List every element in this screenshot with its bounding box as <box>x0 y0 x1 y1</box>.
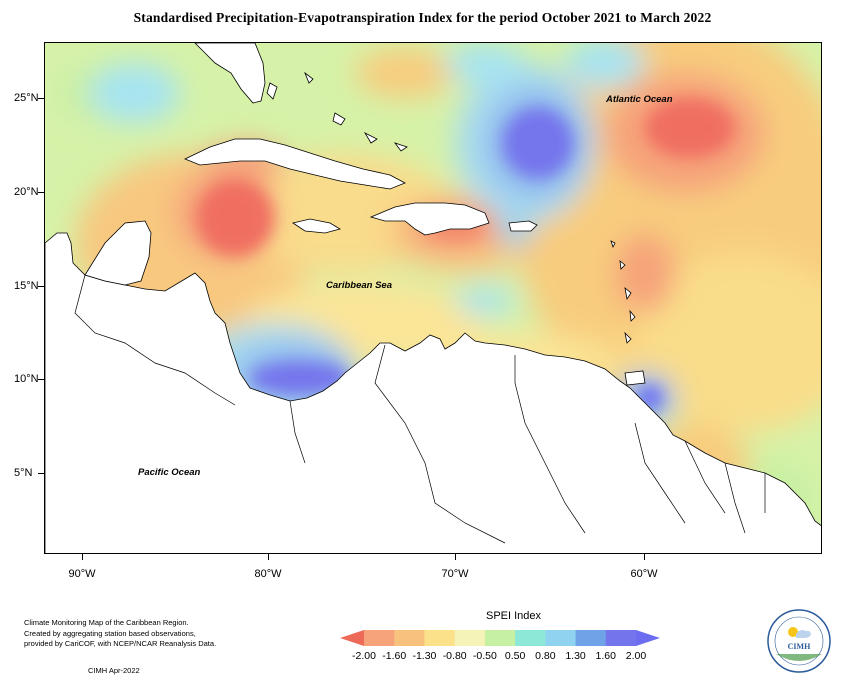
country-borders <box>74 274 766 544</box>
legend-value-label: -0.50 <box>472 650 497 662</box>
map-title: Standardised Precipitation-Evapotranspir… <box>133 10 712 25</box>
spei-field <box>45 43 821 553</box>
legend-value-label: 1.30 <box>565 650 586 662</box>
credit-line-3: provided by CariCOF, with NCEP/NCAR Rean… <box>24 639 217 648</box>
land-outlines <box>45 43 821 553</box>
pacific-ocean-label: Pacific Ocean <box>138 467 201 478</box>
longitude-label-60w: 60°W <box>630 568 658 580</box>
legend-labels: -2.00 -1.60 -1.30 -0.80 -0.50 0.50 0.80 1.30 1.6… <box>340 650 660 664</box>
legend-cell <box>454 630 486 646</box>
legend-value-label: -2.00 <box>352 650 376 662</box>
cimh-logo: CIMH <box>767 609 831 673</box>
legend-title: SPEI Index <box>486 610 542 622</box>
latitude-tick <box>38 192 44 193</box>
legend-value-label: 1.60 <box>595 650 616 662</box>
legend-cell <box>484 630 516 646</box>
longitude-label-90w: 90°W <box>68 568 96 580</box>
spei-map <box>44 42 822 554</box>
logo-text: CIMH <box>788 642 811 651</box>
longitude-label-70w: 70°W <box>441 568 469 580</box>
legend-cell-low-end <box>340 630 364 646</box>
credit-date: CIMH Apr-2022 <box>88 666 140 675</box>
credit-line-2: Created by aggregating station based obs… <box>24 628 196 638</box>
longitude-tick <box>268 554 269 560</box>
latitude-label-20n: 20°N <box>14 186 39 198</box>
legend-value-label: 0.50 <box>504 650 526 662</box>
legend-cell <box>424 630 456 646</box>
legend-cell-high-end <box>636 630 660 646</box>
credit-line-1: Climate Monitoring Map of the Caribbean … <box>24 618 189 627</box>
longitude-label-80w: 80°W <box>254 568 282 580</box>
legend-cell <box>605 630 637 646</box>
legend-value-label: 2.00 <box>625 650 647 662</box>
legend-cell <box>545 630 577 646</box>
latitude-tick <box>38 379 44 380</box>
latitude-tick <box>38 473 44 474</box>
legend-colorbar <box>340 630 660 646</box>
cloud-icon <box>796 630 811 638</box>
latitude-label-25n: 25°N <box>14 92 39 104</box>
latitude-label-15n: 15°N <box>14 280 39 292</box>
longitude-tick <box>82 554 83 560</box>
latitude-label-10n: 10°N <box>14 373 39 385</box>
legend-cell <box>575 630 607 646</box>
legend-cell <box>364 630 395 646</box>
caribbean-sea-label: Caribbean Sea <box>326 280 392 291</box>
credit-text: Climate Monitoring Map of the Caribbean … <box>24 618 244 650</box>
legend-cell <box>515 630 546 646</box>
sun-icon <box>788 627 798 637</box>
latitude-tick <box>38 286 44 287</box>
latitude-label-5n: 5°N <box>14 467 33 479</box>
legend-value-label: 0.80 <box>535 650 556 662</box>
legend-value-label: -1.30 <box>412 650 437 662</box>
legend-value-label: -0.80 <box>442 650 467 662</box>
atlantic-ocean-label: Atlantic Ocean <box>606 94 673 105</box>
longitude-tick <box>455 554 456 560</box>
latitude-tick <box>38 98 44 99</box>
legend-value-label: -1.60 <box>382 650 407 662</box>
legend-cell <box>394 630 425 646</box>
longitude-tick <box>644 554 645 560</box>
